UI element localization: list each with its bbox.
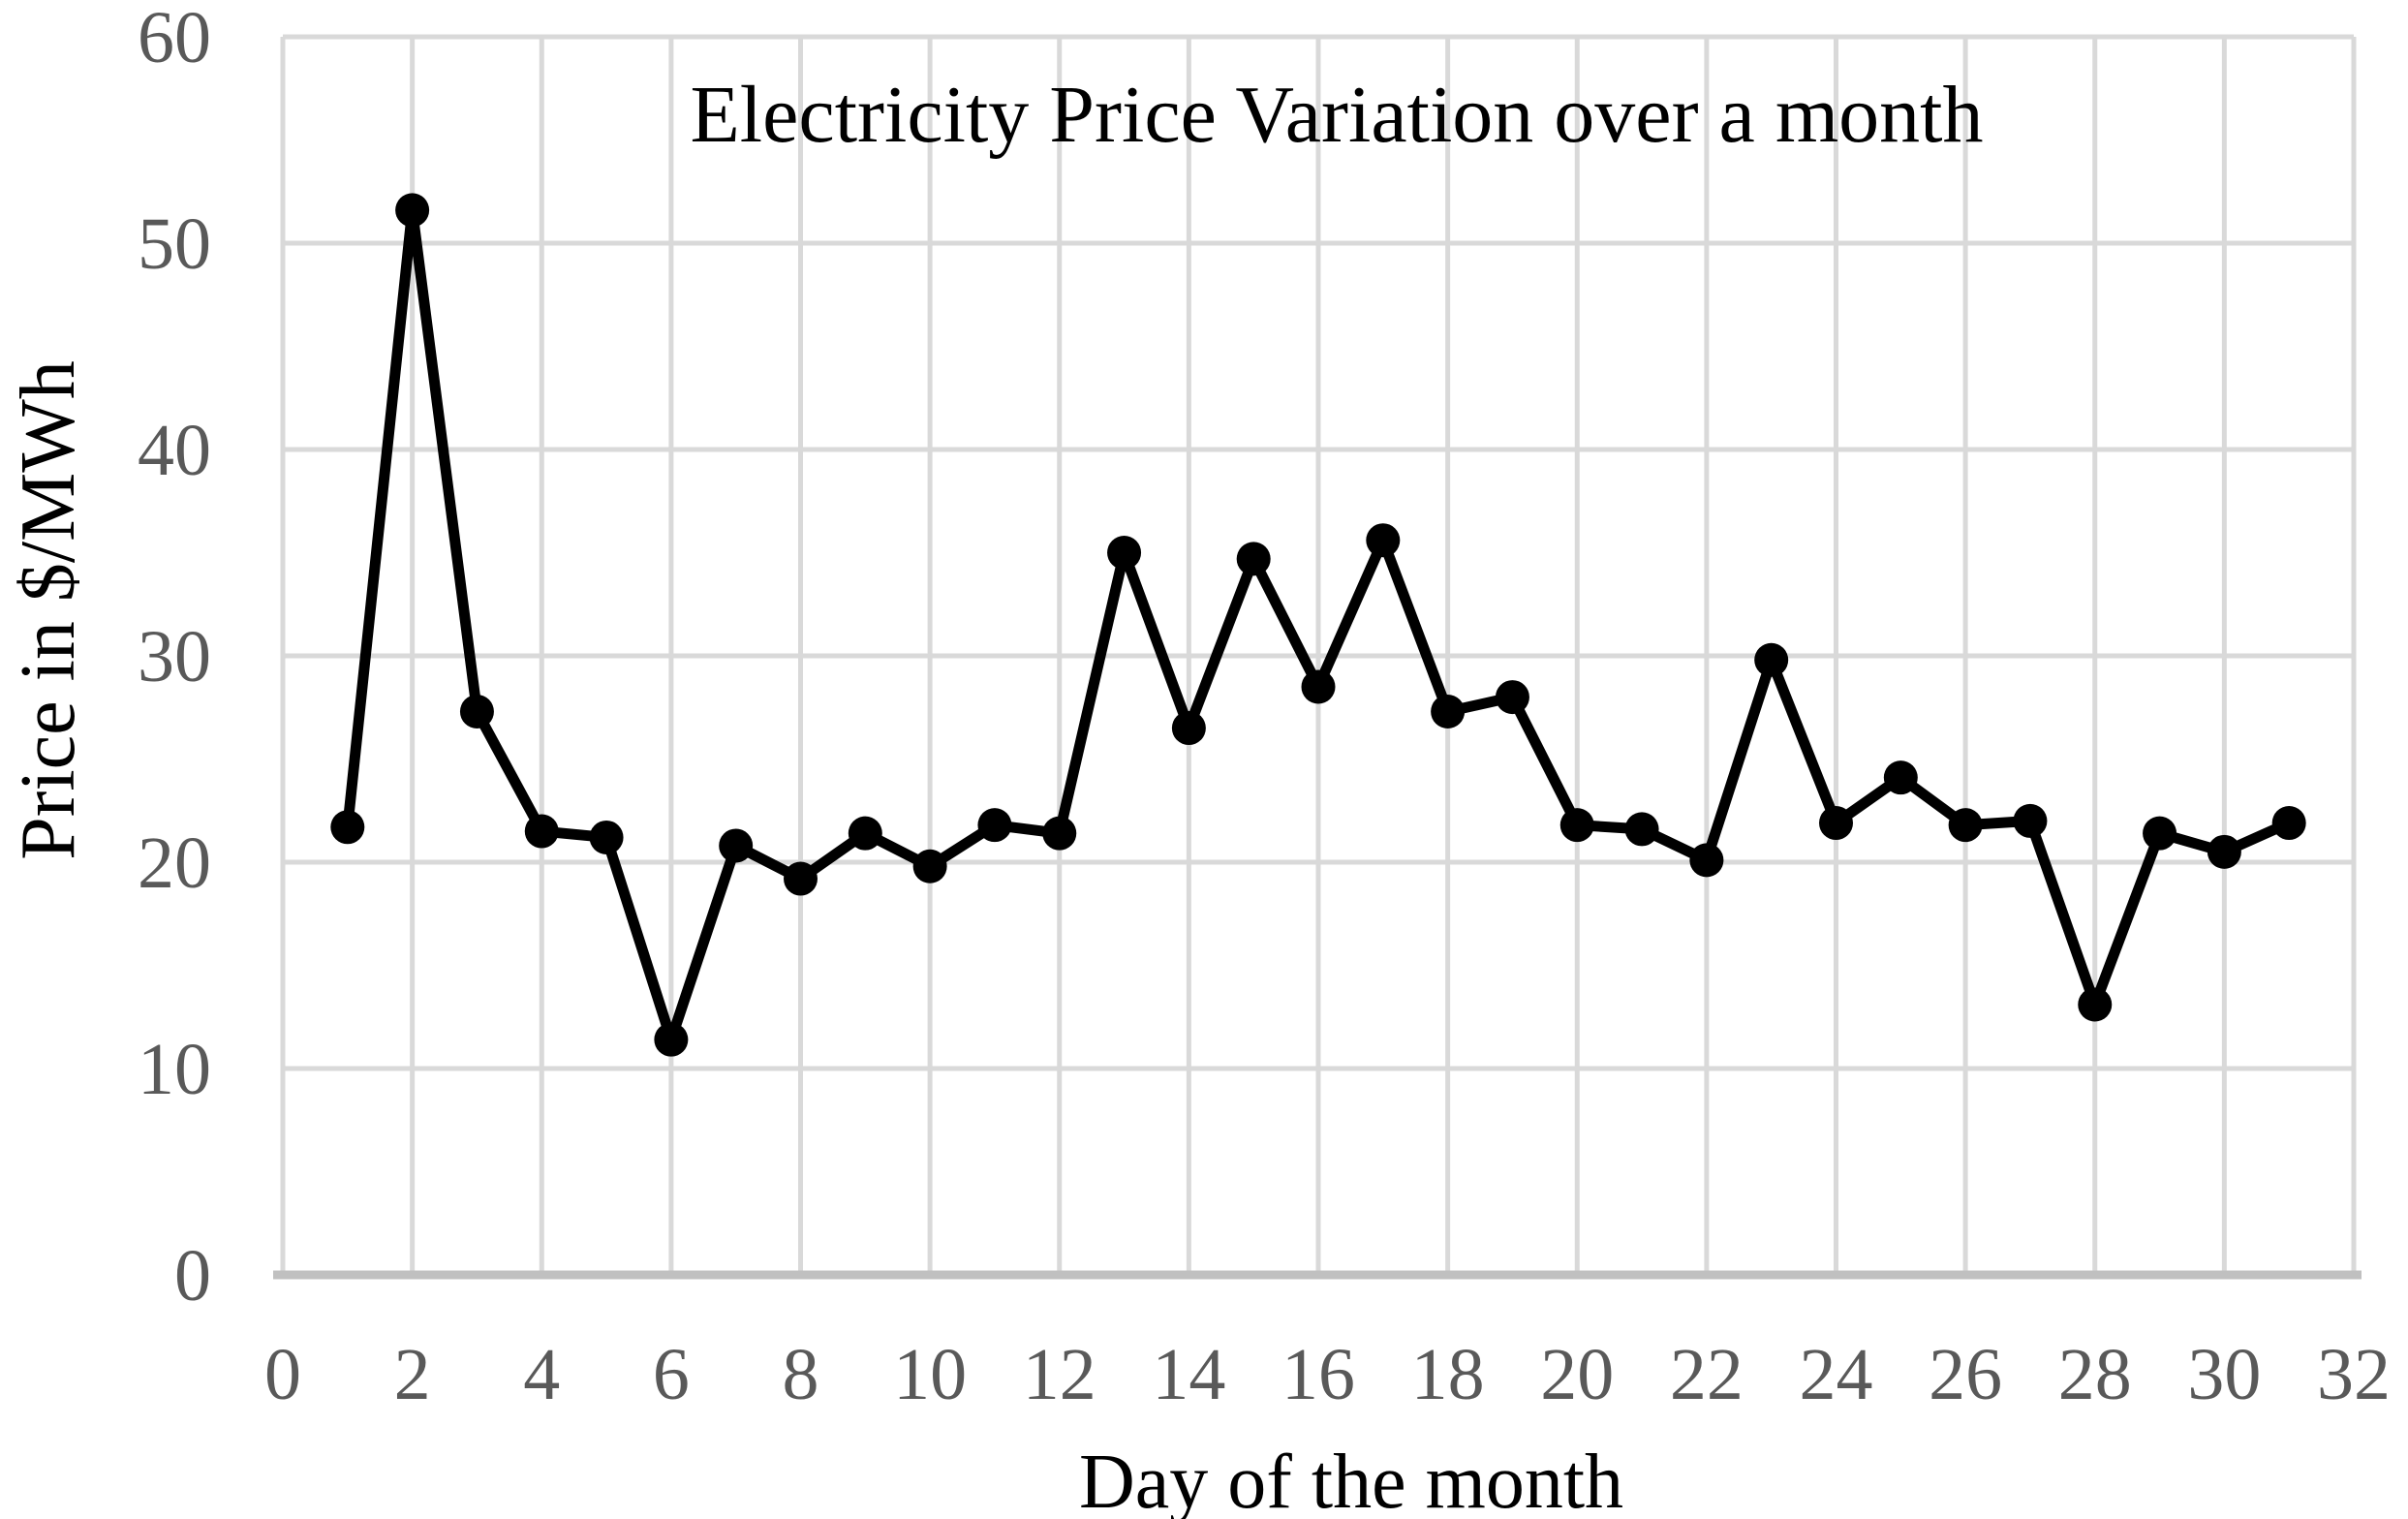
- y-tick-label: 20: [138, 822, 211, 904]
- data-point-day-23: [1754, 642, 1789, 677]
- data-point-day-28: [2078, 987, 2113, 1022]
- x-tick-label: 20: [1540, 1334, 1614, 1415]
- data-point-day-24: [1819, 806, 1853, 841]
- x-tick-label: 10: [893, 1334, 967, 1415]
- data-point-day-1: [330, 810, 365, 845]
- x-tick-label: 2: [394, 1334, 431, 1415]
- x-tick-label: 14: [1152, 1334, 1225, 1415]
- x-tick-label: 8: [783, 1334, 819, 1415]
- y-tick-label: 10: [138, 1029, 211, 1110]
- x-tick-label: 22: [1670, 1334, 1744, 1415]
- x-axis-title: Day of the month: [1079, 1440, 1623, 1519]
- x-tick-label: 16: [1281, 1334, 1355, 1415]
- data-point-day-11: [977, 808, 1012, 843]
- gridlines: [280, 34, 2357, 1275]
- data-point-day-2: [395, 193, 430, 228]
- data-point-day-12: [1042, 816, 1077, 851]
- data-point-day-22: [1689, 843, 1724, 878]
- data-point-day-7: [719, 828, 754, 863]
- price-series: [330, 193, 2306, 1057]
- data-point-day-30: [2207, 834, 2241, 869]
- data-point-day-3: [459, 695, 494, 729]
- x-tick-label: 32: [2317, 1334, 2391, 1415]
- y-tick-label: 0: [174, 1235, 211, 1317]
- x-tick-label: 0: [264, 1334, 301, 1415]
- y-tick-label: 40: [138, 410, 211, 491]
- y-tick-label: 60: [138, 0, 211, 78]
- x-tick-label: 4: [523, 1334, 560, 1415]
- data-point-day-17: [1366, 523, 1401, 558]
- data-point-day-6: [654, 1022, 689, 1057]
- data-point-day-16: [1301, 669, 1336, 704]
- data-point-day-14: [1171, 711, 1206, 746]
- data-point-day-15: [1236, 542, 1271, 576]
- y-tick-labels: 0 10 20 30 40 50 60: [138, 0, 211, 1317]
- data-point-day-25: [1883, 760, 1918, 795]
- data-point-day-27: [2013, 803, 2048, 838]
- data-point-day-8: [784, 861, 818, 896]
- x-tick-labels: 0 2 4 6 8 10 12 14 16 18 20 22 24 26 28 30 32: [264, 1334, 2391, 1415]
- data-point-day-18: [1431, 695, 1466, 729]
- data-point-day-10: [912, 849, 947, 884]
- data-point-day-19: [1495, 680, 1529, 715]
- data-point-day-5: [589, 820, 624, 854]
- x-tick-label: 12: [1023, 1334, 1096, 1415]
- chart-title: Electricity Price Variation over a month: [690, 70, 1983, 160]
- data-point-day-4: [524, 814, 559, 849]
- x-tick-label: 18: [1411, 1334, 1485, 1415]
- data-point-day-21: [1624, 812, 1659, 847]
- data-point-day-26: [1948, 808, 1983, 843]
- x-tick-label: 24: [1800, 1334, 1873, 1415]
- x-tick-label: 30: [2187, 1334, 2261, 1415]
- data-point-day-20: [1559, 808, 1594, 843]
- data-point-day-9: [848, 816, 882, 851]
- x-tick-label: 28: [2058, 1334, 2132, 1415]
- x-tick-label: 26: [1929, 1334, 2002, 1415]
- y-tick-label: 30: [138, 616, 211, 698]
- data-point-day-29: [2143, 816, 2177, 851]
- y-axis-title: Price in $/MWh: [6, 360, 91, 859]
- x-tick-label: 6: [653, 1334, 690, 1415]
- y-tick-label: 50: [138, 203, 211, 285]
- data-point-day-13: [1107, 536, 1142, 570]
- data-point-day-31: [2271, 806, 2306, 841]
